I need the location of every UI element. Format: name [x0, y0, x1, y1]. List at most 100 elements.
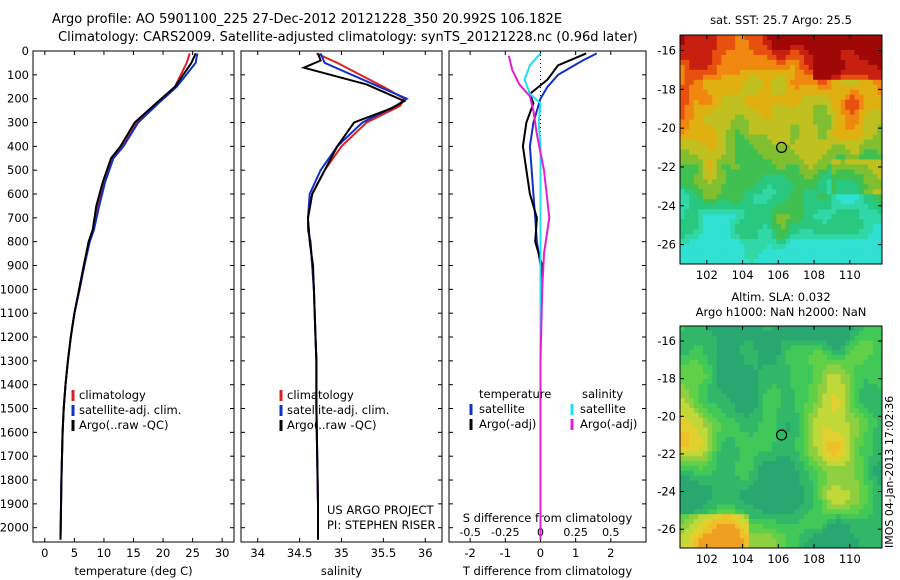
map-cell	[744, 49, 750, 56]
map-cell	[781, 44, 787, 51]
map-cell	[854, 79, 860, 86]
map-cell	[785, 461, 791, 467]
map-cell	[794, 94, 800, 101]
map-cell	[716, 54, 722, 61]
map-cell	[836, 164, 842, 171]
salinity-panel: 34 34.5 35 35.5 36salinityclimatologysatelli…	[240, 50, 443, 578]
map-cell	[748, 114, 755, 121]
map-cell	[790, 533, 796, 539]
map-cell	[707, 499, 713, 506]
map-cell	[781, 154, 787, 161]
map-cell	[707, 465, 713, 472]
map-cell	[712, 99, 718, 106]
map-cell	[868, 249, 874, 255]
map-cell	[803, 475, 810, 482]
map-cell	[863, 470, 869, 477]
map-cell	[808, 528, 814, 535]
map-cell	[781, 393, 787, 399]
map-cell	[712, 89, 718, 96]
map-cell	[863, 437, 869, 443]
map-cell	[776, 470, 782, 477]
map-cell	[702, 149, 709, 156]
map-cell	[863, 174, 869, 180]
map-cell	[859, 259, 865, 264]
map-cell	[739, 485, 745, 491]
map-cell	[790, 234, 796, 240]
map-cell	[762, 54, 768, 61]
map-cell	[826, 109, 833, 116]
map-cell	[781, 249, 787, 255]
map-cell	[698, 54, 704, 61]
map-cell	[794, 49, 800, 56]
map-cell	[831, 408, 837, 414]
map-cell	[735, 422, 741, 428]
map-cell	[790, 124, 796, 131]
map-cell	[785, 229, 791, 235]
map-cell	[712, 504, 718, 510]
map-cell	[877, 330, 882, 337]
map-cell	[684, 374, 690, 380]
map-cell	[684, 229, 690, 235]
map-cell	[877, 470, 882, 477]
map-cell	[863, 514, 869, 520]
map-cell	[808, 475, 814, 482]
map-cell	[735, 480, 741, 486]
map-cell	[826, 69, 833, 76]
map-cell	[725, 199, 732, 205]
map-cell	[707, 74, 713, 81]
map-cell	[721, 144, 727, 151]
map-cell	[822, 259, 828, 264]
map-cell	[735, 244, 741, 250]
map-cell	[748, 189, 755, 195]
map-cell	[803, 461, 810, 467]
map-cell	[868, 359, 874, 366]
map-cell	[849, 84, 856, 91]
map-cell	[744, 509, 750, 515]
map-cell	[725, 104, 732, 111]
map-cell	[721, 194, 727, 200]
map-cell	[684, 69, 690, 76]
map-cell	[781, 408, 787, 414]
map-cell	[808, 54, 814, 61]
map-cell	[762, 114, 768, 121]
map-cell	[872, 184, 879, 190]
map-cell	[712, 79, 718, 86]
map-cell	[859, 249, 865, 255]
map-cell	[854, 224, 860, 230]
map-cell	[836, 509, 842, 515]
map-cell	[808, 184, 814, 190]
map-cell	[730, 470, 736, 477]
map-cell	[689, 209, 695, 215]
map-cell	[767, 446, 773, 453]
map-cell	[762, 523, 768, 530]
map-cell	[813, 465, 819, 472]
map-cell	[868, 179, 874, 185]
map-cell	[822, 519, 828, 525]
map-cell	[730, 543, 736, 548]
map-cell	[725, 335, 732, 342]
map-cell	[854, 494, 860, 501]
map-cell	[808, 408, 814, 414]
map-cell	[753, 209, 759, 215]
map-cell	[735, 417, 741, 424]
map-cell	[863, 124, 869, 131]
map-cell	[684, 340, 690, 346]
map-cell	[753, 490, 759, 496]
map-cell	[840, 475, 846, 482]
map-cell	[817, 398, 823, 404]
map-cell	[698, 451, 704, 457]
map-cell	[730, 54, 736, 61]
map-cell	[803, 354, 810, 361]
map-cell	[803, 470, 810, 477]
map-cell	[721, 99, 727, 106]
map-cell	[735, 354, 741, 361]
map-cell	[744, 504, 750, 510]
map-cell	[762, 169, 768, 175]
map-cell	[822, 139, 828, 146]
map-cell	[725, 124, 732, 131]
map-cell	[840, 519, 846, 525]
map-cell	[840, 89, 846, 96]
map-cell	[716, 124, 722, 131]
map-cell	[808, 422, 814, 428]
map-cell	[725, 244, 732, 250]
